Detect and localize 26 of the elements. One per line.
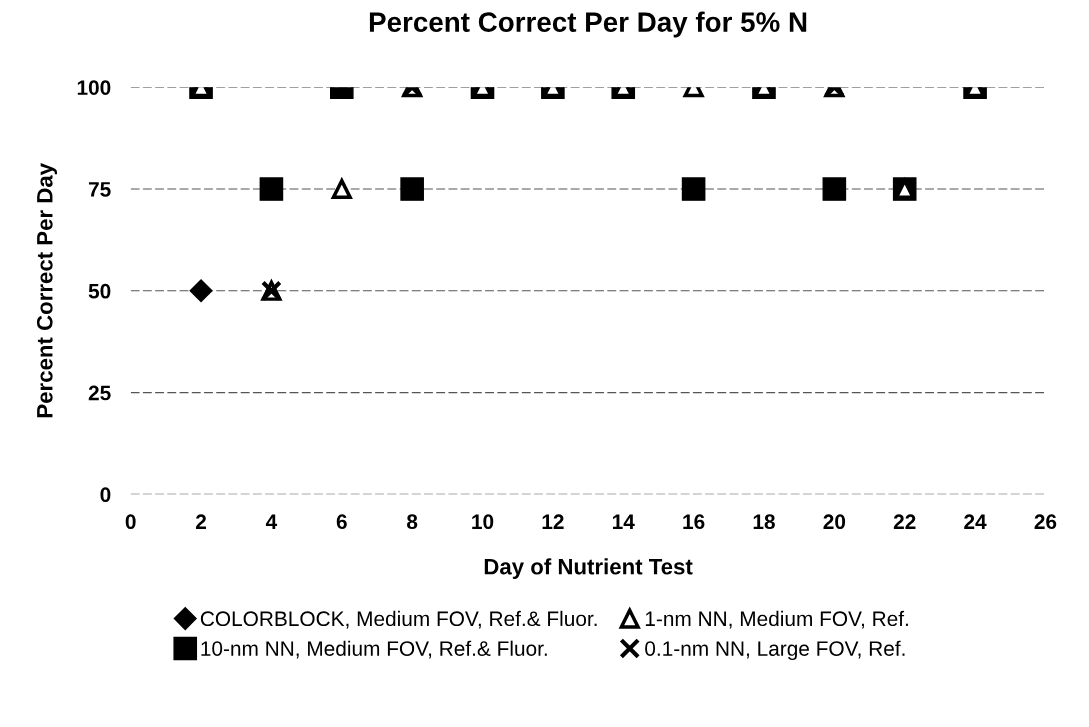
x-tick-label: 24	[964, 514, 987, 529]
x-tick-label: 10	[472, 514, 494, 530]
x-tick-label: 18	[753, 514, 775, 530]
y-tick-label: 100	[77, 80, 111, 95]
x-tick-label: 12	[542, 514, 564, 529]
x-tick-label: 20	[823, 514, 846, 530]
y-tick-label: 0	[100, 487, 111, 503]
x-tick-label: 0	[125, 514, 136, 530]
chart-title: Percent Correct Per Day for 5% N	[369, 11, 807, 38]
x-tick-label: 6	[336, 514, 347, 530]
y-tick-label: 25	[88, 385, 111, 401]
legend-label: 0.1-nm NN, Large FOV, Ref.	[645, 640, 905, 661]
legend-label: 10-nm NN, Medium FOV, Ref.& Fluor.	[201, 640, 547, 659]
y-tick-label: 75	[88, 182, 111, 197]
legend-label: COLORBLOCK, Medium FOV, Ref.& Fluor.	[200, 610, 597, 629]
x-tick-label: 2	[195, 514, 207, 529]
x-tick-label: 26	[1034, 514, 1057, 530]
x-tick-label: 4	[265, 514, 278, 529]
x-tick-label: 16	[683, 514, 705, 530]
x-tick-label: 14	[612, 514, 635, 529]
x-axis-title: Day of Nutrient Test	[484, 558, 693, 579]
x-tick-label: 22	[893, 514, 916, 529]
y-tick-label: 50	[88, 283, 111, 299]
y-axis-title: Percent Correct Per Day	[36, 163, 58, 418]
legend-label: 1-nm NN, Medium FOV, Ref.	[645, 610, 908, 629]
x-tick-label: 8	[407, 514, 418, 530]
